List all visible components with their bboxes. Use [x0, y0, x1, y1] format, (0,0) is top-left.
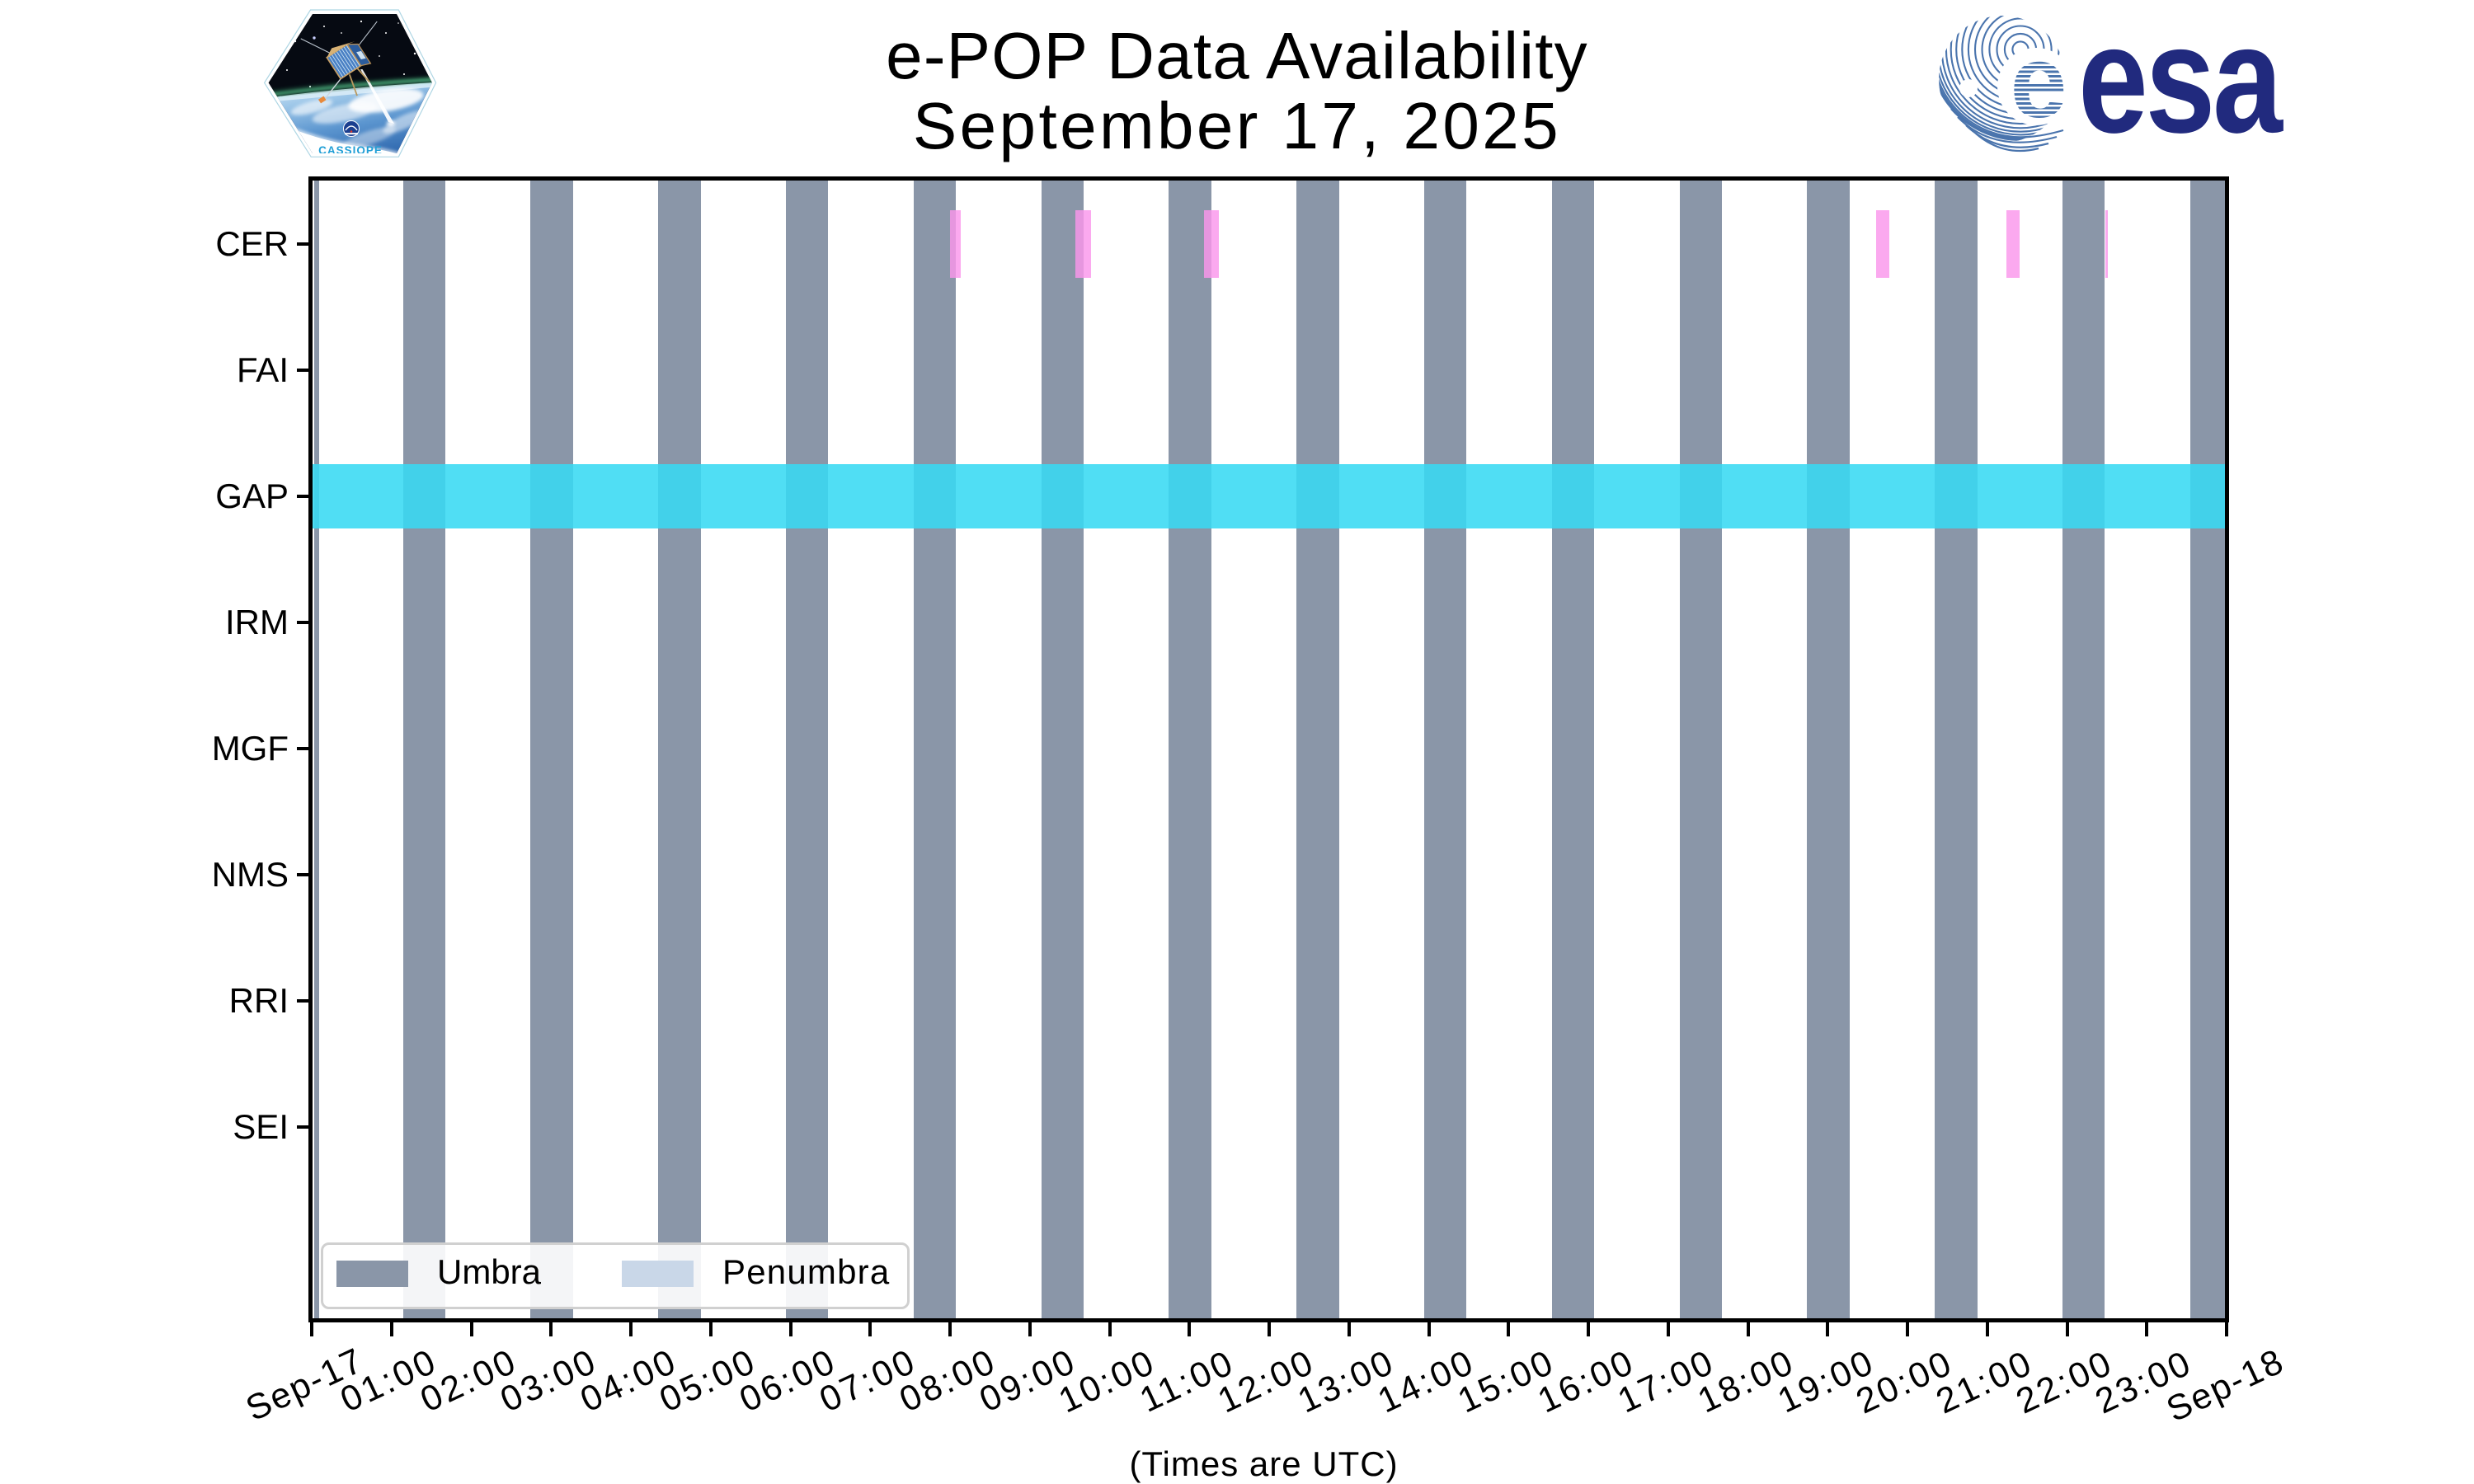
svg-text:esa: esa: [2078, 8, 2284, 165]
svg-text:CASSIOPE: CASSIOPE: [318, 144, 383, 157]
